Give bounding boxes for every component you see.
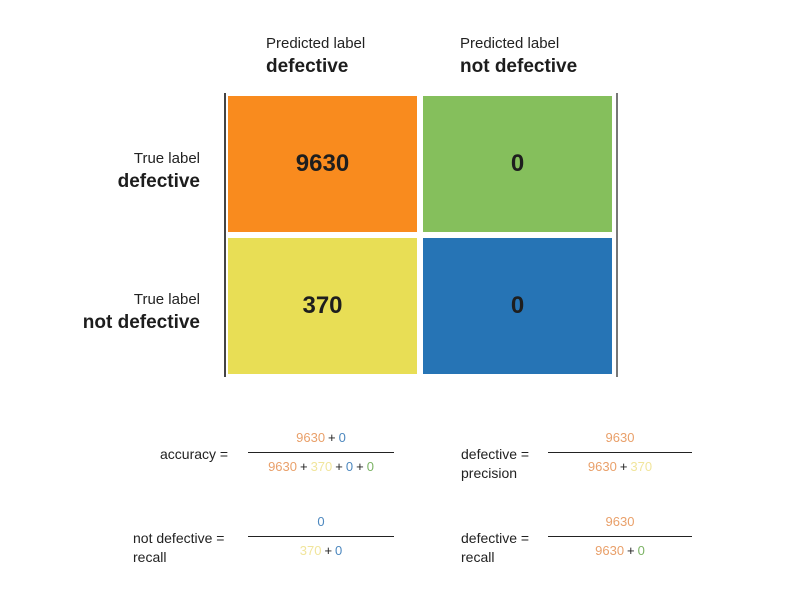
term-fn: 0 [637, 543, 645, 558]
term-tn: 0 [335, 543, 343, 558]
plus-sign: + [299, 459, 308, 474]
term-tn: 0 [345, 459, 354, 474]
plus-sign: + [328, 430, 336, 445]
recall-numerator: 9630 [606, 512, 635, 532]
cell-value: 9630 [295, 150, 350, 177]
precision-numerator: 9630 [606, 428, 635, 448]
plus-sign: + [627, 543, 635, 558]
cell-value: 0 [510, 150, 525, 177]
column-header-defective: Predicted label defective [266, 33, 365, 79]
plus-sign: + [324, 543, 333, 558]
accuracy-label: accuracy = [160, 446, 229, 462]
term-tp: 9630 [268, 459, 297, 474]
plus-sign: + [356, 459, 364, 474]
not-defective-recall-label: not defective = recall [133, 529, 224, 567]
term-tp: 9630 [296, 430, 326, 445]
column-header-class: defective [266, 56, 349, 77]
term-tp: 9630 [605, 514, 635, 529]
recall-denominator: 370 +0 [300, 541, 343, 561]
confusion-matrix-frame [224, 93, 618, 377]
term-tn: 0 [317, 514, 325, 529]
term-fp: 370 [310, 459, 333, 474]
precision-denominator: 9630 +370 [588, 457, 652, 477]
defective-recall-fraction: 9630 9630 +0 [548, 512, 692, 561]
cell-value: 370 [302, 292, 343, 319]
cell-true-negative: 0 [423, 238, 612, 374]
defective-recall-label: defective = recall [461, 529, 529, 567]
accuracy-fraction: 9630 +0 9630 +370 +0 +0 [248, 428, 394, 477]
term-fn: 0 [366, 459, 374, 474]
cell-false-negative: 0 [423, 96, 612, 232]
row-header-caption: True label [133, 150, 200, 167]
column-header-not-defective: Predicted label not defective [460, 33, 577, 79]
recall-denominator: 9630 +0 [595, 541, 645, 561]
column-header-caption: Predicted label [266, 35, 366, 52]
label-line: not defective = [133, 530, 225, 546]
not-defective-recall-fraction: 0 370 +0 [248, 512, 394, 561]
column-header-caption: Predicted label [460, 35, 560, 52]
fraction-bar [548, 536, 692, 537]
row-header-class: not defective [82, 312, 200, 333]
accuracy-denominator: 9630 +370 +0 +0 [268, 457, 374, 477]
label-line: precision [461, 465, 518, 481]
term-fp: 370 [630, 459, 653, 474]
label-line: defective = [461, 446, 530, 462]
label-line: defective = [461, 530, 530, 546]
term-tp: 9630 [595, 543, 625, 558]
term-tp: 9630 [605, 430, 635, 445]
cell-value: 0 [510, 292, 525, 319]
fraction-bar [248, 452, 394, 453]
term-tn: 0 [338, 430, 346, 445]
row-header-defective: True label defective [0, 148, 200, 194]
fraction-bar [548, 452, 692, 453]
column-header-class: not defective [460, 56, 578, 77]
defective-precision-label: defective = precision [461, 445, 529, 483]
recall-numerator: 0 [317, 512, 324, 532]
plus-sign: + [335, 459, 343, 474]
fraction-bar [248, 536, 394, 537]
cell-false-positive: 370 [228, 238, 417, 374]
term-fp: 370 [299, 543, 322, 558]
accuracy-numerator: 9630 +0 [296, 428, 346, 448]
row-header-not-defective: True label not defective [0, 289, 200, 335]
cell-true-positive: 9630 [228, 96, 417, 232]
term-tp: 9630 [587, 459, 617, 474]
row-header-caption: True label [133, 291, 200, 308]
plus-sign: + [619, 459, 628, 474]
defective-precision-fraction: 9630 9630 +370 [548, 428, 692, 477]
row-header-class: defective [117, 171, 200, 192]
label-line: recall [133, 549, 167, 565]
label-line: recall [461, 549, 495, 565]
